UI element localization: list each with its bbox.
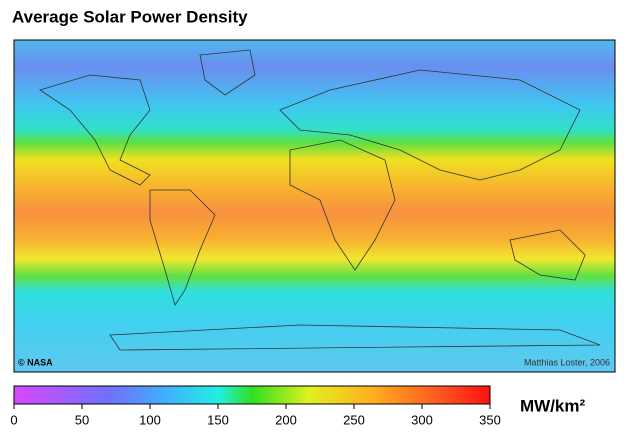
colorbar: MW/km² 0 50 100 150 200 250 300 350 [10, 385, 586, 427]
colorbar-scale [13, 385, 491, 405]
tick-label: 300 [411, 412, 433, 427]
map-area [13, 39, 616, 373]
map: © NASA Matthias Loster, 2006 [13, 39, 616, 373]
title: Average Solar Power Density [12, 7, 248, 26]
coastlines [39, 49, 601, 351]
tick-label: 150 [207, 412, 229, 427]
tick-label: 350 [479, 412, 501, 427]
tick-label: 50 [75, 412, 89, 427]
tick-label: 250 [343, 412, 365, 427]
tick-label: 200 [275, 412, 297, 427]
credit: © NASA [18, 357, 53, 367]
tick-label: 0 [10, 412, 17, 427]
colorbar-unit: MW/km² [520, 396, 586, 415]
credit: Matthias Loster, 2006 [524, 357, 610, 367]
tick-label: 100 [139, 412, 161, 427]
